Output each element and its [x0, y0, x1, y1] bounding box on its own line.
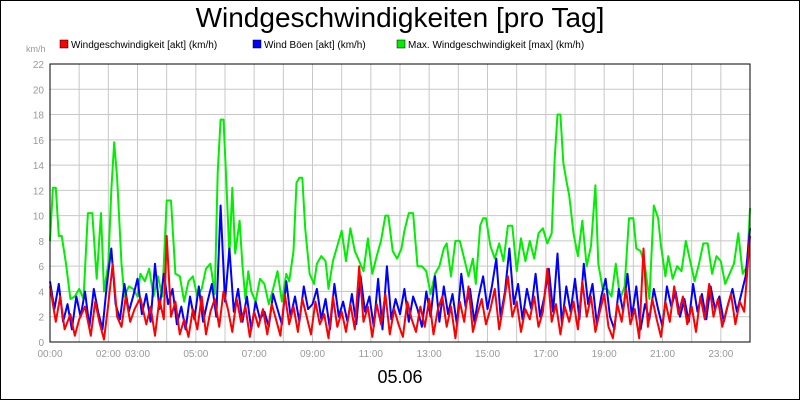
x-tick-label: 21:00 [650, 349, 675, 360]
y-tick-label: 2 [38, 313, 44, 324]
x-axis-date-label: 05.06 [377, 367, 423, 387]
grid-lines [50, 63, 750, 343]
series-lines [49, 113, 751, 341]
x-tick-label: 09:00 [300, 349, 325, 360]
x-tick-label: 02:00 [96, 349, 121, 360]
x-tick-label: 15:00 [475, 349, 500, 360]
x-tick-label: 17:00 [533, 349, 558, 360]
legend-label-0: Windgeschwindigkeit [akt] (km/h) [71, 40, 217, 51]
x-tick-label: 19:00 [592, 349, 617, 360]
legend-swatch-1 [252, 39, 262, 49]
y-tick-label: 10 [33, 212, 45, 223]
y-tick-label: 8 [38, 237, 44, 248]
chart-legend: Windgeschwindigkeit [akt] (km/h) Wind Böe… [59, 39, 584, 51]
x-axis-ticks: 00:00 02:00 03:00 05:00 07:00 09:00 11:00 13:00… [37, 349, 733, 360]
legend-label-1: Wind Böen [akt] (km/h) [264, 40, 366, 51]
x-tick-label: 07:00 [242, 349, 267, 360]
series-line-0 [49, 234, 751, 341]
y-tick-label: 14 [33, 161, 45, 172]
x-tick-label: 13:00 [417, 349, 442, 360]
x-tick-label: 03:00 [125, 349, 150, 360]
y-tick-label: 6 [38, 262, 44, 273]
y-tick-label: 12 [33, 186, 45, 197]
chart-title: Windgeschwindigkeiten [pro Tag] [195, 2, 605, 33]
y-tick-label: 0 [38, 338, 44, 349]
x-tick-label: 00:00 [37, 349, 62, 360]
y-tick-label: 20 [33, 85, 45, 96]
y-axis-ticks: 0 2 4 6 8 10 12 14 16 18 20 22 [33, 60, 45, 349]
y-tick-label: 4 [38, 287, 44, 298]
x-tick-label: 11:00 [359, 349, 384, 360]
y-tick-label: 16 [33, 136, 45, 147]
legend-label-2: Max. Windgeschwindigkeit [max] (km/h) [408, 40, 584, 51]
legend-swatch-0 [59, 39, 69, 49]
y-tick-label: 18 [33, 111, 45, 122]
y-axis-unit-label: km/h [26, 44, 46, 54]
x-tick-label: 23:00 [708, 349, 733, 360]
series-line-1 [49, 204, 751, 331]
x-tick-label: 05:00 [183, 349, 208, 360]
y-tick-label: 22 [33, 60, 45, 71]
plot-area-border [49, 63, 751, 343]
legend-swatch-2 [396, 39, 406, 49]
